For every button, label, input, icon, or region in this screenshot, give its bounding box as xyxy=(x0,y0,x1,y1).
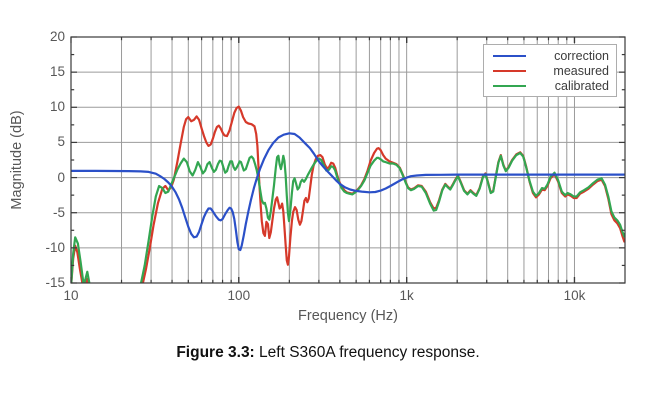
legend-item-calibrated: calibrated xyxy=(493,79,609,93)
legend-label-calibrated: calibrated xyxy=(554,78,609,93)
figure-caption-text: Left S360A frequency response. xyxy=(254,344,480,361)
curve-calibrated xyxy=(71,151,625,283)
x-tick-label-1k: 1k xyxy=(399,288,414,303)
y-tick-label-5: 5 xyxy=(57,134,65,150)
legend-line-sample-calibrated xyxy=(493,84,526,87)
figure-caption: Figure 3.3: Left S360A frequency respons… xyxy=(0,344,656,362)
x-axis-label: Frequency (Hz) xyxy=(298,308,398,324)
legend-item-correction: correction xyxy=(493,49,609,63)
legend-line-sample-correction xyxy=(493,54,526,57)
curve-correction xyxy=(71,132,625,252)
legend-item-measured: measured xyxy=(493,64,609,78)
y-tick-label-10: 10 xyxy=(49,99,65,115)
y-tick-label-0: 0 xyxy=(57,169,65,185)
legend-line-sample-measured xyxy=(493,69,526,72)
legend-label-measured: measured xyxy=(553,63,609,78)
frequency-response-plot xyxy=(70,36,626,284)
y-tick-label--15: -15 xyxy=(45,275,65,290)
legend: correction measured calibrated xyxy=(483,44,617,97)
x-tick-label-100: 100 xyxy=(227,288,251,303)
y-axis-label: Magnitude (dB) xyxy=(9,110,25,210)
y-tick-label--5: -5 xyxy=(52,204,65,220)
figure-caption-label: Figure 3.3: xyxy=(176,344,255,361)
y-tick-label-20: 20 xyxy=(49,29,65,44)
legend-label-correction: correction xyxy=(554,48,609,63)
y-tick-label--10: -10 xyxy=(45,239,65,255)
x-tick-label-10: 10 xyxy=(63,288,79,303)
y-tick-label-15: 15 xyxy=(49,64,65,80)
x-tick-label-10k: 10k xyxy=(563,288,586,303)
